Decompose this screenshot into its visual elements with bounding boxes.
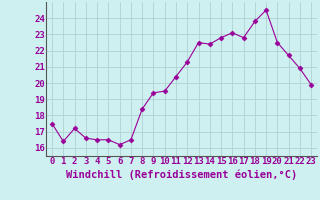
X-axis label: Windchill (Refroidissement éolien,°C): Windchill (Refroidissement éolien,°C) — [66, 169, 297, 180]
